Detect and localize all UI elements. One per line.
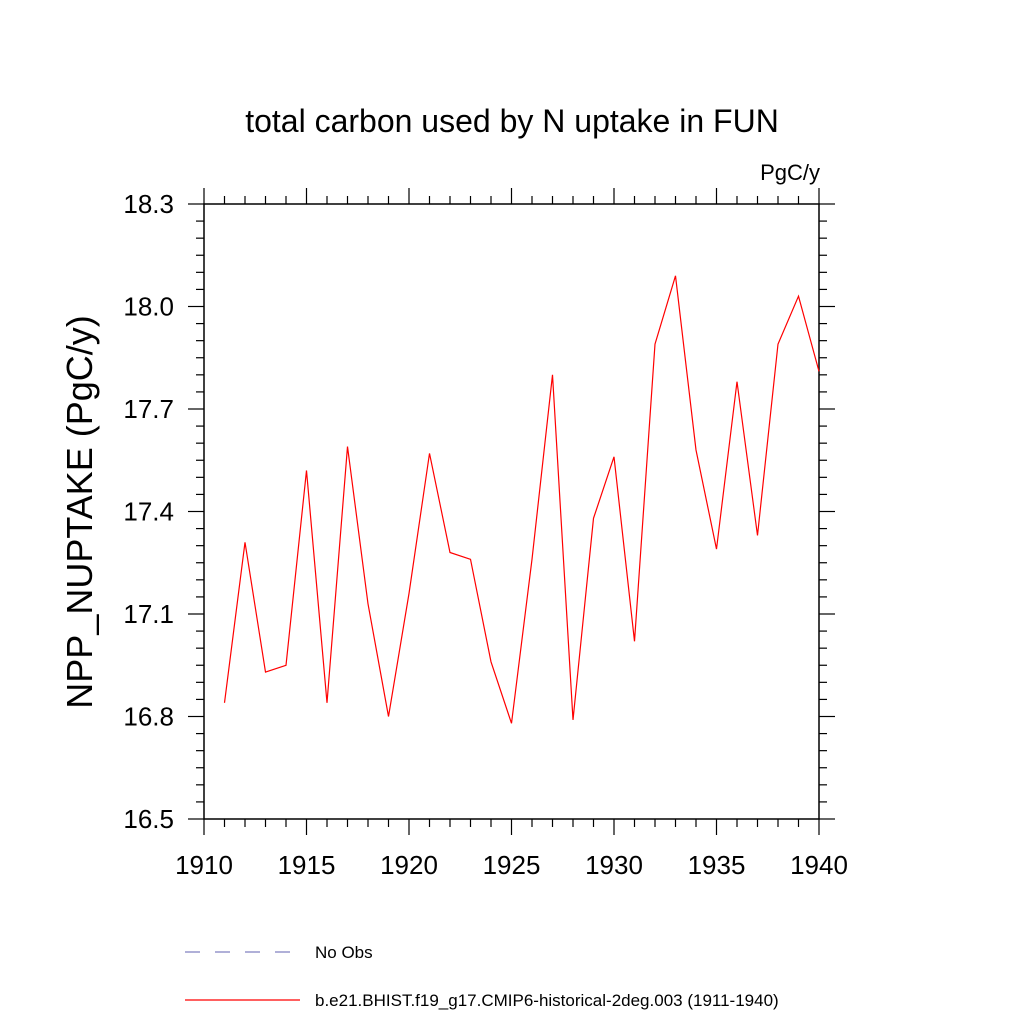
y-tick-label: 16.8 [123,702,174,732]
legend-label: No Obs [315,943,373,962]
plot-frame [203,203,820,820]
legend: No Obs b.e21.BHIST.f19_g17.CMIP6-historic… [185,943,779,1010]
units-label: PgC/y [760,160,820,185]
axis-tick-labels: 1910 1915 1920 1925 1930 1935 1940 16.5 16.8 17.1… [123,189,848,880]
x-tick-label: 1915 [278,850,336,880]
x-tick-label: 1910 [175,850,233,880]
series-line [223,275,820,724]
series-layer [223,275,820,724]
x-tick-label: 1925 [483,850,541,880]
x-tick-label: 1940 [790,850,848,880]
y-tick-label: 18.0 [123,292,174,322]
x-tick-label: 1920 [380,850,438,880]
x-tick-label: 1935 [688,850,746,880]
axis-ticks [188,188,835,835]
y-tick-label: 17.4 [123,497,174,527]
y-axis-label: NPP_NUPTAKE (PgC/y) [59,315,100,708]
y-tick-label: 17.7 [123,394,174,424]
chart-title: total carbon used by N uptake in FUN [245,103,779,139]
y-tick-label: 17.1 [123,599,174,629]
y-tick-label: 18.3 [123,189,174,219]
x-tick-label: 1930 [585,850,643,880]
legend-label: b.e21.BHIST.f19_g17.CMIP6-historical-2de… [315,991,779,1010]
y-tick-label: 16.5 [123,804,174,834]
